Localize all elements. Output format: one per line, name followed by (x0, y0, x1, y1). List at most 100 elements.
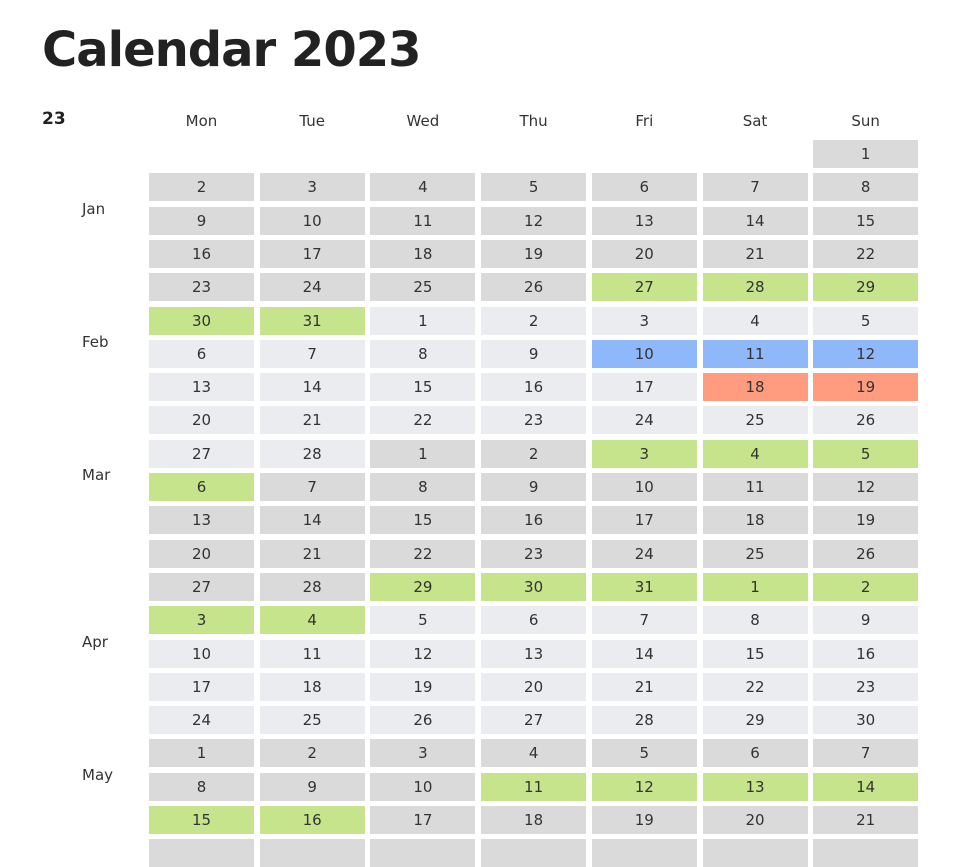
day-cell[interactable]: 3 (259, 173, 365, 202)
day-cell[interactable]: 18 (702, 506, 808, 535)
day-cell[interactable]: 9 (259, 772, 365, 801)
day-cell[interactable]: 17 (370, 806, 476, 834)
day-cell[interactable]: 19 (481, 239, 587, 268)
day-cell[interactable]: 12 (481, 206, 587, 235)
day-cell[interactable]: 20 (149, 539, 254, 568)
day-cell[interactable]: 19 (813, 373, 919, 402)
day-cell[interactable]: 6 (702, 739, 808, 768)
day-cell[interactable]: 14 (259, 373, 365, 402)
day-cell[interactable]: 18 (259, 672, 365, 701)
day-cell[interactable]: 5 (591, 739, 697, 768)
day-cell[interactable]: 18 (702, 373, 808, 402)
day-cell[interactable]: 11 (481, 772, 587, 801)
day-cell[interactable] (813, 839, 919, 867)
day-cell[interactable]: 28 (259, 572, 365, 601)
day-cell[interactable]: 5 (481, 173, 587, 202)
day-cell[interactable]: 19 (813, 506, 919, 535)
day-cell[interactable]: 22 (813, 239, 919, 268)
day-cell[interactable]: 24 (591, 406, 697, 435)
day-cell[interactable]: 12 (813, 473, 919, 501)
day-cell[interactable]: 6 (591, 173, 697, 202)
day-cell[interactable]: 16 (259, 806, 365, 834)
day-cell[interactable]: 16 (149, 239, 254, 268)
day-cell[interactable]: 20 (481, 672, 587, 701)
day-cell[interactable]: 6 (149, 473, 254, 501)
day-cell[interactable]: 25 (702, 406, 808, 435)
day-cell[interactable]: 2 (481, 306, 587, 335)
day-cell[interactable]: 13 (149, 373, 254, 402)
day-cell[interactable]: 27 (591, 273, 697, 302)
day-cell[interactable]: 4 (481, 739, 587, 768)
day-cell[interactable]: 17 (149, 672, 254, 701)
day-cell[interactable]: 2 (149, 173, 254, 202)
day-cell[interactable]: 4 (370, 173, 476, 202)
day-cell[interactable]: 22 (702, 672, 808, 701)
day-cell[interactable]: 21 (259, 539, 365, 568)
day-cell[interactable]: 7 (259, 473, 365, 501)
day-cell[interactable]: 15 (813, 206, 919, 235)
day-cell[interactable]: 17 (591, 506, 697, 535)
day-cell[interactable] (702, 839, 808, 867)
day-cell[interactable]: 17 (591, 373, 697, 402)
day-cell[interactable]: 28 (259, 439, 365, 468)
day-cell[interactable]: 11 (702, 339, 808, 368)
day-cell[interactable]: 5 (813, 439, 919, 468)
day-cell[interactable]: 10 (591, 473, 697, 501)
day-cell[interactable]: 9 (149, 206, 254, 235)
day-cell[interactable]: 14 (813, 772, 919, 801)
day-cell[interactable]: 6 (481, 606, 587, 635)
day-cell[interactable]: 3 (591, 439, 697, 468)
day-cell[interactable]: 7 (702, 173, 808, 202)
day-cell[interactable]: 8 (813, 173, 919, 202)
day-cell[interactable]: 16 (481, 506, 587, 535)
day-cell[interactable] (149, 839, 254, 867)
day-cell[interactable]: 3 (149, 606, 254, 635)
day-cell[interactable]: 23 (813, 672, 919, 701)
day-cell[interactable]: 8 (370, 339, 476, 368)
day-cell[interactable]: 15 (149, 806, 254, 834)
day-cell[interactable]: 4 (702, 306, 808, 335)
day-cell[interactable]: 27 (149, 572, 254, 601)
day-cell[interactable]: 22 (370, 539, 476, 568)
day-cell[interactable]: 25 (259, 706, 365, 735)
day-cell[interactable]: 14 (702, 206, 808, 235)
day-cell[interactable]: 7 (813, 739, 919, 768)
day-cell[interactable]: 12 (813, 339, 919, 368)
day-cell[interactable]: 20 (702, 806, 808, 834)
day-cell[interactable]: 8 (370, 473, 476, 501)
day-cell[interactable]: 1 (370, 306, 476, 335)
day-cell[interactable]: 11 (370, 206, 476, 235)
day-cell[interactable]: 20 (149, 406, 254, 435)
day-cell[interactable]: 22 (370, 406, 476, 435)
day-cell[interactable]: 20 (591, 239, 697, 268)
day-cell[interactable]: 12 (591, 772, 697, 801)
day-cell[interactable]: 10 (370, 772, 476, 801)
day-cell[interactable]: 5 (813, 306, 919, 335)
day-cell[interactable]: 15 (370, 373, 476, 402)
day-cell[interactable]: 30 (481, 572, 587, 601)
day-cell[interactable]: 18 (481, 806, 587, 834)
day-cell[interactable]: 24 (591, 539, 697, 568)
day-cell[interactable]: 9 (481, 339, 587, 368)
day-cell[interactable]: 25 (702, 539, 808, 568)
day-cell[interactable]: 14 (259, 506, 365, 535)
day-cell[interactable]: 27 (149, 439, 254, 468)
day-cell[interactable]: 16 (813, 639, 919, 668)
day-cell[interactable]: 15 (702, 639, 808, 668)
day-cell[interactable]: 9 (813, 606, 919, 635)
day-cell[interactable]: 31 (591, 572, 697, 601)
day-cell[interactable]: 13 (149, 506, 254, 535)
day-cell[interactable]: 30 (149, 306, 254, 335)
day-cell[interactable]: 2 (259, 739, 365, 768)
day-cell[interactable]: 29 (702, 706, 808, 735)
day-cell[interactable]: 3 (370, 739, 476, 768)
day-cell[interactable]: 3 (591, 306, 697, 335)
day-cell[interactable]: 28 (591, 706, 697, 735)
day-cell[interactable]: 8 (702, 606, 808, 635)
day-cell[interactable]: 26 (813, 539, 919, 568)
day-cell[interactable]: 5 (370, 606, 476, 635)
day-cell[interactable]: 4 (702, 439, 808, 468)
day-cell[interactable]: 11 (702, 473, 808, 501)
day-cell[interactable]: 11 (259, 639, 365, 668)
day-cell[interactable]: 1 (149, 739, 254, 768)
